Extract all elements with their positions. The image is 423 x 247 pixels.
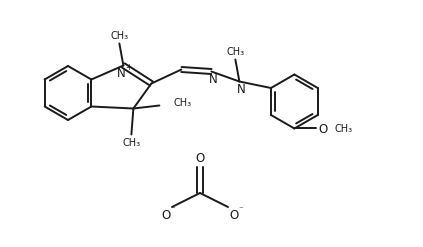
- Text: N: N: [209, 73, 218, 86]
- Text: +: +: [125, 63, 132, 72]
- Text: CH₃: CH₃: [110, 32, 129, 41]
- Text: O: O: [162, 208, 170, 222]
- Text: O: O: [229, 208, 239, 222]
- Text: CH₃: CH₃: [122, 138, 140, 147]
- Text: CH₃: CH₃: [335, 124, 352, 135]
- Text: ⁻: ⁻: [239, 206, 243, 214]
- Text: N: N: [117, 67, 126, 80]
- Text: O: O: [195, 152, 205, 165]
- Text: O: O: [319, 123, 328, 136]
- Text: CH₃: CH₃: [173, 99, 192, 108]
- Text: CH₃: CH₃: [226, 47, 244, 58]
- Text: ⁻: ⁻: [170, 206, 176, 214]
- Text: N: N: [237, 83, 246, 96]
